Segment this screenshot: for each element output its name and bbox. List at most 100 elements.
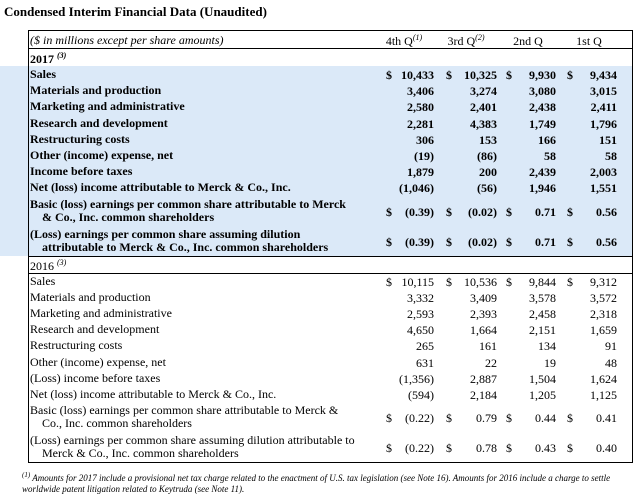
row-label-line: Merck & Co., Inc. common shareholders bbox=[42, 446, 239, 461]
cell-value: 2,151 bbox=[529, 323, 556, 338]
row-label: Materials and production bbox=[30, 289, 151, 304]
cell-value: 161 bbox=[479, 339, 497, 354]
cell-value: 1,125 bbox=[590, 388, 617, 402]
year-text: 2016 bbox=[30, 258, 54, 273]
row-label-line: Research and development bbox=[30, 322, 160, 337]
row-label-line: Sales bbox=[30, 67, 57, 81]
row-label-line: & Co., Inc. common shareholders bbox=[42, 209, 215, 224]
row-label: (Loss) earnings per common share assumin… bbox=[30, 227, 328, 254]
currency-symbol: $ bbox=[567, 204, 573, 219]
cell-value: 2,184 bbox=[470, 388, 497, 402]
currency-symbol: $ bbox=[506, 441, 512, 456]
cell-value: 4,650 bbox=[407, 323, 434, 338]
column-header: 4th Q(1) bbox=[374, 33, 434, 49]
currency-symbol: $ bbox=[446, 204, 452, 219]
cell-value: 1,624 bbox=[590, 371, 617, 386]
cell-value: 0.40 bbox=[596, 441, 617, 456]
column-header-label: 4th Q bbox=[385, 34, 413, 48]
row-label-line: Basic (loss) earnings per common share a… bbox=[30, 196, 346, 211]
row-label: Other (income) expense, net bbox=[30, 355, 166, 369]
cell-value: (0.22) bbox=[405, 441, 434, 456]
cell-value: 0.79 bbox=[476, 411, 497, 426]
table-row: Sales $10,433 $10,325 $9,930 $9,434 bbox=[0, 66, 633, 83]
row-label: Other (income) expense, net bbox=[30, 149, 173, 162]
cell-value: 58 bbox=[605, 149, 617, 163]
cell-value: 9,434 bbox=[590, 68, 617, 82]
currency-symbol: $ bbox=[386, 68, 392, 82]
row-label-line: Net (loss) income attributable to Merck … bbox=[30, 180, 291, 195]
units-label: ($ in millions except per share amounts) bbox=[30, 33, 224, 47]
row-label-line: Research and development bbox=[30, 115, 168, 130]
cell-value: 3,332 bbox=[407, 290, 434, 305]
cell-value: 10,325 bbox=[464, 68, 497, 82]
currency-symbol: $ bbox=[386, 411, 392, 426]
cell-value: 10,115 bbox=[401, 274, 434, 289]
cell-value: 91 bbox=[605, 339, 617, 354]
cell-value: 134 bbox=[538, 339, 556, 354]
cell-value: 0.56 bbox=[596, 204, 617, 219]
cell-value: 0.78 bbox=[476, 441, 497, 456]
cell-value: 1,205 bbox=[529, 388, 556, 402]
table-row: Income before taxes 1,879 200 2,439 2,003 bbox=[0, 163, 633, 180]
cell-value: 9,930 bbox=[529, 68, 556, 82]
cell-value: 151 bbox=[599, 132, 617, 147]
cell-value: 0.71 bbox=[535, 234, 556, 249]
table-header-row: ($ in millions except per share amounts)… bbox=[0, 30, 633, 48]
column-header-label: 1st Q bbox=[576, 34, 602, 48]
column-header-label: 2nd Q bbox=[513, 34, 543, 48]
table-row: (Loss) earnings per common share assumin… bbox=[0, 225, 633, 256]
table-row: Net (loss) income attributable to Merck … bbox=[0, 386, 633, 403]
column-header: 1st Q bbox=[559, 33, 619, 49]
currency-symbol: $ bbox=[446, 274, 452, 289]
cell-value: 1,796 bbox=[590, 116, 617, 131]
cell-value: (56) bbox=[477, 181, 497, 196]
row-label: Restructuring costs bbox=[30, 339, 122, 352]
row-label: Income before taxes bbox=[30, 165, 132, 178]
table-row: (Loss) income before taxes (1,356) 2,887 1,… bbox=[0, 370, 633, 386]
cell-value: (1,046) bbox=[399, 181, 434, 196]
column-header-label: 3rd Q bbox=[447, 34, 476, 48]
table-border bbox=[28, 30, 29, 463]
table-top-line bbox=[28, 30, 633, 31]
currency-symbol: $ bbox=[567, 68, 573, 82]
cell-value: 10,536 bbox=[464, 274, 497, 289]
cell-value: 2,401 bbox=[470, 100, 497, 115]
currency-symbol: $ bbox=[506, 204, 512, 219]
table-row: Research and development 2,281 4,383 1,749 1… bbox=[0, 114, 633, 131]
cell-value: 2,411 bbox=[590, 100, 617, 115]
table-row: Other (income) expense, net (19) (86) 58 58 bbox=[0, 147, 633, 164]
table-row: Restructuring costs 306 153 166 151 bbox=[0, 130, 633, 147]
cell-value: 2,887 bbox=[470, 371, 497, 386]
row-label-line: Sales bbox=[30, 273, 56, 288]
table-row: (Loss) earnings per common share assumin… bbox=[0, 432, 633, 462]
cell-value: 9,844 bbox=[529, 274, 556, 289]
row-label: Basic (loss) earnings per common share a… bbox=[30, 404, 338, 430]
section-line bbox=[28, 272, 633, 274]
cell-value: 22 bbox=[485, 355, 497, 370]
table-row: Research and development 4,650 1,664 2,151 1… bbox=[0, 321, 633, 338]
table-row: Marketing and administrative 2,593 2,393 2,… bbox=[0, 305, 633, 322]
cell-value: (0.39) bbox=[405, 234, 434, 249]
row-label-line: Materials and production bbox=[30, 289, 151, 304]
cell-value: 1,551 bbox=[590, 181, 617, 196]
row-label: (Loss) earnings per common share assumin… bbox=[30, 434, 355, 460]
cell-value: (594) bbox=[408, 388, 434, 402]
cell-value: (86) bbox=[477, 149, 497, 163]
row-label: Net (loss) income attributable to Merck … bbox=[30, 388, 276, 401]
cell-value: 2,003 bbox=[590, 165, 617, 180]
currency-symbol: $ bbox=[567, 274, 573, 289]
currency-symbol: $ bbox=[446, 441, 452, 456]
row-label-line: (Loss) earnings per common share assumin… bbox=[30, 433, 355, 448]
row-label: Restructuring costs bbox=[30, 132, 130, 146]
footnote: (1) Amounts for 2017 include a provision… bbox=[22, 470, 627, 495]
row-label: Net (loss) income attributable to Merck … bbox=[30, 181, 291, 194]
currency-symbol: $ bbox=[506, 274, 512, 289]
cell-value: 3,080 bbox=[529, 84, 556, 99]
row-label-line: Restructuring costs bbox=[30, 338, 123, 353]
row-label-line: Marketing and administrative bbox=[30, 99, 185, 114]
cell-value: 3,015 bbox=[590, 84, 617, 99]
year-note: (3) bbox=[57, 51, 67, 60]
cell-value: 1,664 bbox=[470, 323, 497, 338]
cell-value: 200 bbox=[479, 165, 497, 180]
cell-value: (19) bbox=[414, 149, 434, 163]
